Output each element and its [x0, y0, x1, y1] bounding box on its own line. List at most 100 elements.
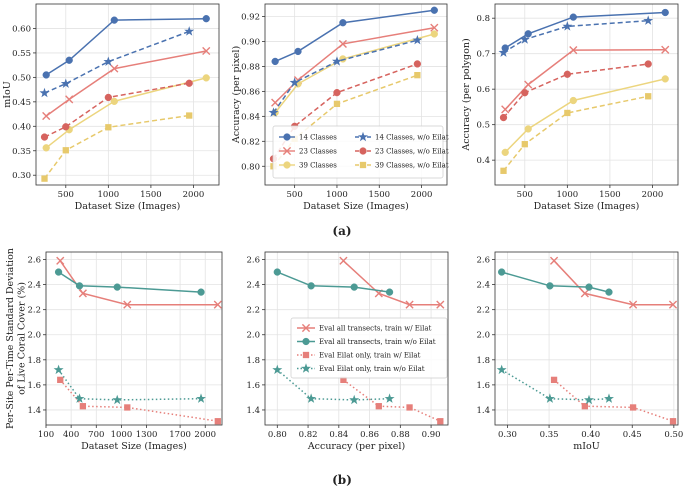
data-point [437, 418, 444, 425]
data-point [62, 123, 70, 131]
data-point [186, 112, 193, 119]
series-line [274, 26, 435, 104]
data-point [498, 268, 506, 276]
data-point [123, 300, 132, 309]
legend-marker [301, 363, 311, 373]
data-point [39, 87, 50, 98]
legend-marker [301, 323, 311, 333]
y-tick-label: 0.88 [241, 62, 260, 72]
data-point [213, 300, 222, 309]
data-point [645, 93, 652, 100]
x-tick-label: 500 [58, 190, 74, 200]
data-point [268, 107, 279, 117]
data-point [79, 403, 87, 410]
series-line [502, 63, 649, 119]
series-5 [40, 79, 193, 141]
data-point [605, 288, 613, 296]
series-3 [501, 75, 669, 156]
plot-frame [45, 251, 223, 426]
y-tick-label: 2.2 [476, 306, 490, 316]
x-tick-label: 1700 [169, 430, 191, 440]
y-tick-label: 0.30 [12, 171, 31, 181]
data-point [110, 16, 118, 24]
data-point [41, 175, 48, 182]
data-point [306, 393, 317, 403]
data-point [496, 364, 507, 375]
y-tick-label: 1.6 [27, 381, 41, 391]
series-1 [339, 256, 445, 309]
data-point [569, 46, 578, 55]
series-4 [39, 26, 195, 98]
series-5 [499, 60, 652, 122]
x-axis-label: mIoU [573, 441, 600, 452]
x-tick-label: 2000 [411, 190, 433, 200]
y-tick-label: 2.2 [27, 306, 41, 316]
legend-label: Eval Eilat only, train w/o Eilat [319, 365, 425, 373]
data-point [185, 79, 193, 87]
x-tick-label: 0.80 [268, 430, 287, 440]
data-point [544, 393, 555, 403]
y-tick-label: 2.6 [27, 256, 41, 266]
x-tick-label: 0.45 [623, 430, 642, 440]
chart-panel-5: 0.80 0.82 0.84 0.86 0.88 0.90 1.4 1.6 1.8 2.0 2.2 2… [246, 251, 449, 452]
series-3 [550, 376, 677, 425]
y-tick-label: 2.4 [476, 281, 490, 291]
series-1 [271, 6, 438, 66]
data-point [375, 403, 382, 410]
data-point [585, 283, 593, 291]
data-point [56, 256, 65, 265]
data-point [498, 47, 509, 57]
data-point [629, 404, 637, 411]
series-2 [498, 268, 613, 296]
data-point [339, 19, 347, 27]
data-point [65, 95, 74, 104]
x-tick-label: 1000 [557, 190, 579, 200]
data-point [105, 124, 112, 131]
data-point [661, 75, 669, 83]
series-line [501, 369, 610, 401]
series-4 [53, 364, 206, 405]
data-point [499, 113, 508, 122]
series-line [276, 369, 390, 401]
series-line [553, 379, 674, 422]
data-point [113, 283, 121, 291]
data-point [196, 393, 206, 403]
data-point [42, 144, 50, 152]
series-line [274, 33, 435, 114]
x-tick-label: 500 [517, 190, 533, 200]
y-tick-label: 0.45 [12, 98, 31, 108]
data-point [103, 56, 114, 66]
y-tick-label: 1.6 [246, 381, 260, 391]
series-line [58, 271, 202, 293]
data-point [214, 418, 221, 425]
series-2 [501, 45, 670, 114]
data-point [524, 125, 532, 133]
series-4 [268, 35, 423, 117]
data-point [333, 100, 341, 108]
data-point [338, 39, 347, 49]
series-1 [549, 256, 678, 309]
x-tick-label: 1500 [140, 190, 162, 200]
x-tick-label: 0.84 [329, 430, 348, 440]
x-tick-label: 1500 [368, 190, 390, 200]
legend-box [290, 317, 448, 379]
x-tick-label: 0.50 [664, 430, 683, 440]
legend-label: Eval all transects, train w/o Eilat [319, 338, 436, 346]
data-point [110, 97, 118, 105]
y-tick-label: 0.5 [476, 121, 490, 131]
series-3 [340, 376, 444, 425]
data-point [271, 57, 279, 66]
data-point [661, 45, 670, 54]
y-axis-label: Per-Site Per-Time Standard Deviationof L… [5, 248, 27, 429]
legend-marker [283, 161, 291, 169]
data-point [430, 30, 438, 38]
data-point [53, 364, 64, 375]
data-point [42, 111, 51, 121]
caption-b: (b) [332, 473, 352, 487]
y-tick-label: 1.6 [476, 381, 490, 391]
series-line [59, 379, 218, 422]
data-point [112, 394, 123, 405]
data-point [104, 93, 112, 102]
x-axis-label: Accuracy (per pixel) [307, 441, 405, 452]
x-tick-label: 0.40 [581, 430, 600, 440]
